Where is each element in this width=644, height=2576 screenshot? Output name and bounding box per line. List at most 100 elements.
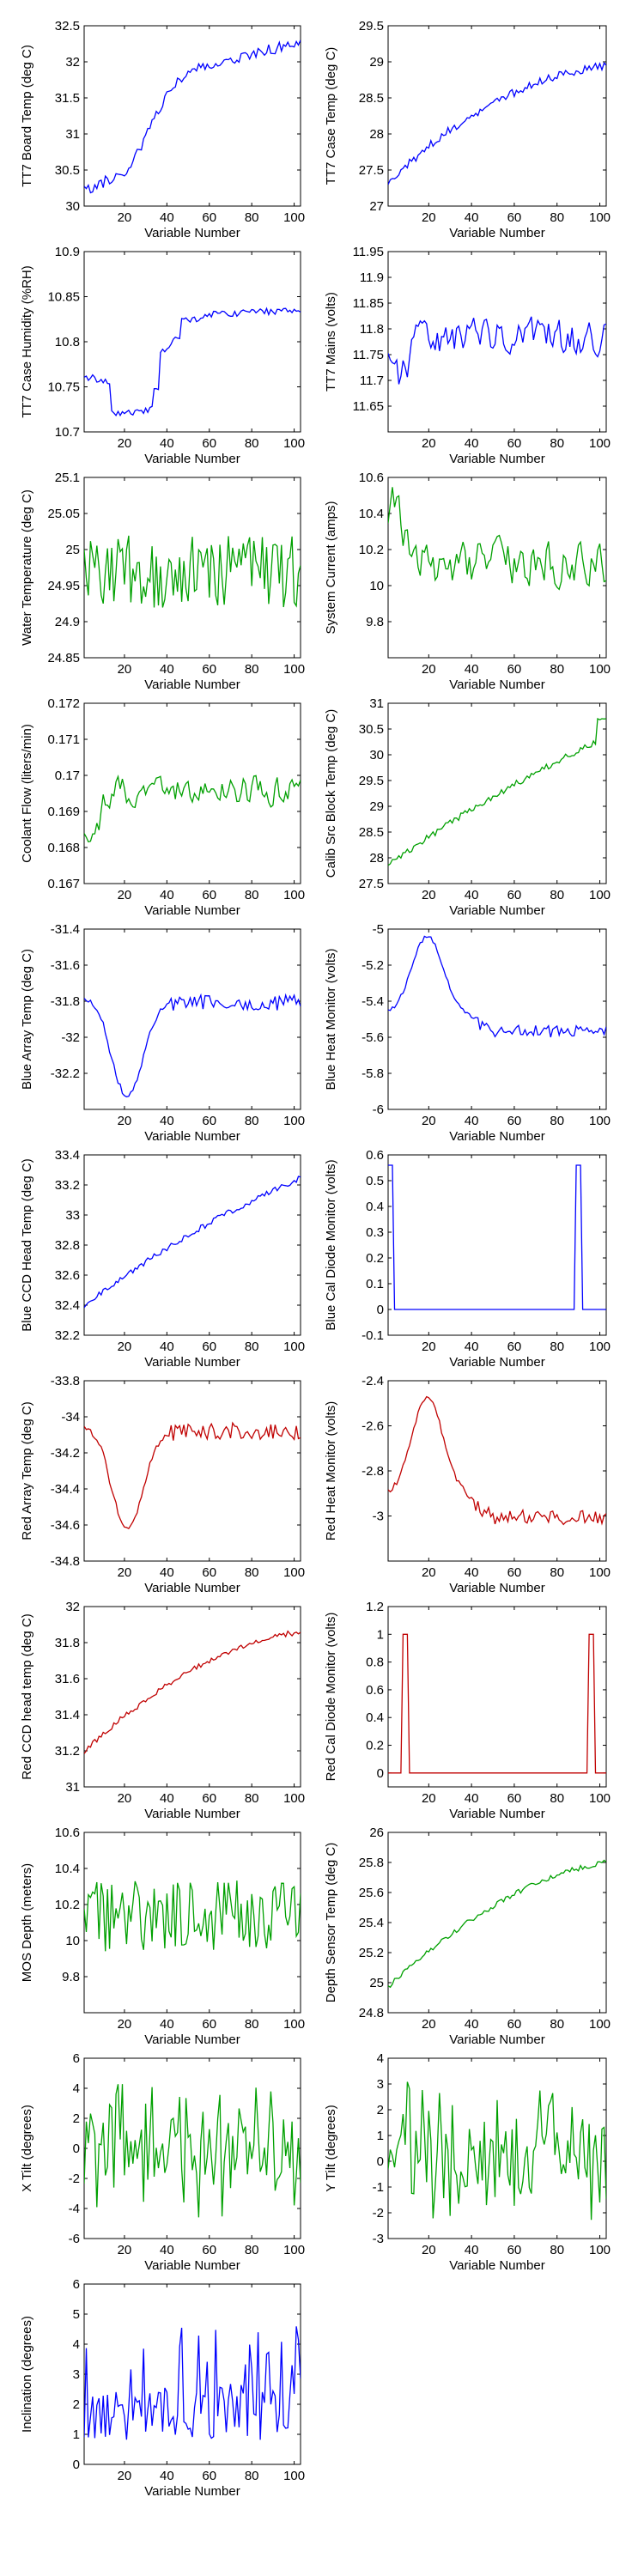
y-tick-label: 10.85: [47, 290, 80, 305]
y-tick-label: -34.8: [51, 1554, 80, 1569]
y-tick-label: 25.4: [359, 1916, 384, 1930]
x-tick-label: 40: [465, 1791, 479, 1806]
plot-frame: [83, 1606, 301, 1788]
x-tick-label: 80: [550, 888, 564, 902]
x-tick-label: 60: [507, 888, 522, 902]
x-tick-label: 20: [422, 2017, 436, 2032]
series-line: [84, 1176, 301, 1309]
y-axis-label: System Current (amps): [324, 501, 338, 634]
x-tick-label: 20: [118, 210, 132, 225]
x-tick-label: 60: [202, 1791, 216, 1806]
y-tick-label: -34.6: [51, 1518, 80, 1533]
y-tick-label: -32.2: [51, 1066, 80, 1081]
y-tick-label: -6: [373, 1103, 384, 1117]
y-tick-label: 1: [377, 1627, 384, 1642]
y-axis-label: Coolant Flow (liters/min): [20, 724, 34, 863]
y-tick-label: 30.5: [359, 722, 384, 737]
x-tick-label: 20: [422, 1340, 436, 1354]
y-tick-label: 10.9: [55, 245, 80, 259]
x-tick-label: 100: [283, 1340, 305, 1354]
x-axis-label: Variable Number: [144, 677, 240, 692]
y-tick-label: 28: [369, 127, 384, 142]
x-tick-label: 20: [118, 1114, 132, 1128]
x-axis-label: Variable Number: [144, 2258, 240, 2273]
y-tick-label: 10.4: [359, 507, 384, 521]
y-tick-label: 30: [65, 199, 80, 214]
x-tick-label: 40: [465, 2243, 479, 2257]
plot-frame: [83, 1832, 301, 2014]
x-tick-label: 80: [550, 436, 564, 451]
x-tick-label: 20: [422, 210, 436, 225]
y-tick-label: 1: [377, 2129, 384, 2143]
y-tick-label: -6: [69, 2232, 80, 2246]
x-tick-label: 40: [160, 2243, 174, 2257]
x-tick-label: 40: [160, 888, 174, 902]
y-tick-label: 11.9: [360, 270, 384, 285]
series-line: [388, 1164, 606, 1310]
series-line: [84, 307, 301, 417]
x-tick-label: 100: [589, 210, 611, 225]
y-tick-label: 0.6: [366, 1148, 384, 1163]
x-tick-label: 20: [422, 2243, 436, 2257]
y-tick-label: 24.95: [47, 579, 80, 593]
y-tick-label: 6: [73, 2277, 80, 2292]
y-tick-label: 31.6: [55, 1672, 80, 1686]
plot-frame: [387, 928, 607, 1110]
y-tick-label: 33.4: [55, 1148, 80, 1163]
x-tick-label: 60: [202, 2017, 216, 2032]
x-tick-label: 80: [550, 662, 564, 677]
y-tick-label: 0.2: [366, 1739, 384, 1753]
x-axis-label: Variable Number: [144, 1807, 240, 1821]
x-axis-label: Variable Number: [449, 1129, 544, 1144]
chart-panel-10: -5 -5.2 -5.4 -5.6 -5.8 -6 20 40 60 80 100 Variable …: [324, 922, 611, 1144]
y-tick-label: 10: [65, 1934, 80, 1948]
plot-frame: [387, 1606, 607, 1788]
series-line: [388, 62, 606, 185]
x-tick-label: 60: [507, 1114, 522, 1128]
y-axis-label: TT7 Board Temp (deg C): [20, 45, 34, 187]
series-line: [388, 316, 606, 385]
y-axis-label: Red Array Temp (deg C): [20, 1401, 34, 1540]
y-tick-label: -34: [61, 1410, 80, 1425]
series-line: [84, 775, 301, 843]
x-tick-label: 100: [589, 2243, 611, 2257]
y-tick-label: 10.4: [55, 1862, 80, 1876]
x-tick-label: 80: [245, 888, 259, 902]
y-tick-label: 0: [377, 1766, 384, 1781]
y-tick-label: 29.5: [359, 19, 384, 33]
x-tick-label: 20: [422, 436, 436, 451]
x-axis-label: Variable Number: [449, 677, 544, 692]
chart-panel-1: 32.5 32 31.5 31 30.5 30 20 40 60 80 100 Variable Nu…: [20, 19, 305, 240]
y-axis-label: Blue Cal Diode Monitor (volts): [324, 1159, 338, 1330]
y-axis-label: Water Temperature (deg C): [20, 489, 34, 646]
y-tick-label: 10.6: [55, 1826, 80, 1840]
y-tick-label: 25.05: [47, 507, 80, 521]
y-tick-label: 11.7: [360, 374, 384, 388]
y-tick-label: 11.8: [360, 322, 384, 337]
y-tick-label: 24.8: [359, 2006, 384, 2020]
y-tick-label: 27.5: [359, 163, 384, 178]
y-tick-label: 27: [369, 199, 384, 214]
plot-frame: [387, 25, 607, 207]
y-tick-label: -2: [69, 2172, 80, 2186]
y-tick-label: -2.6: [361, 1419, 384, 1434]
x-tick-label: 40: [160, 1565, 174, 1580]
x-tick-label: 80: [550, 210, 564, 225]
x-tick-label: 100: [283, 2017, 305, 2032]
x-tick-label: 20: [118, 1340, 132, 1354]
y-tick-label: 25: [369, 1976, 384, 1990]
y-tick-label: 0.1: [366, 1277, 384, 1291]
x-tick-label: 40: [465, 662, 479, 677]
y-tick-label: 0.6: [366, 1683, 384, 1698]
chart-panel-5: 25.1 25.05 25 24.95 24.9 24.85 20 40 60 80 100 Vari…: [20, 471, 305, 692]
y-tick-label: 0.17: [55, 769, 80, 783]
x-tick-label: 80: [550, 1340, 564, 1354]
y-tick-label: 10.6: [359, 471, 384, 485]
x-tick-label: 100: [283, 436, 305, 451]
x-tick-label: 100: [589, 1565, 611, 1580]
y-tick-label: -2.4: [361, 1374, 384, 1388]
chart-panel-18: 26 25.8 25.6 25.4 25.2 25 24.8 20 40 60 80 100 Varia…: [324, 1826, 611, 2047]
y-tick-label: 10.7: [55, 425, 80, 440]
x-axis-label: Variable Number: [449, 1581, 544, 1595]
plot-frame: [83, 25, 301, 207]
